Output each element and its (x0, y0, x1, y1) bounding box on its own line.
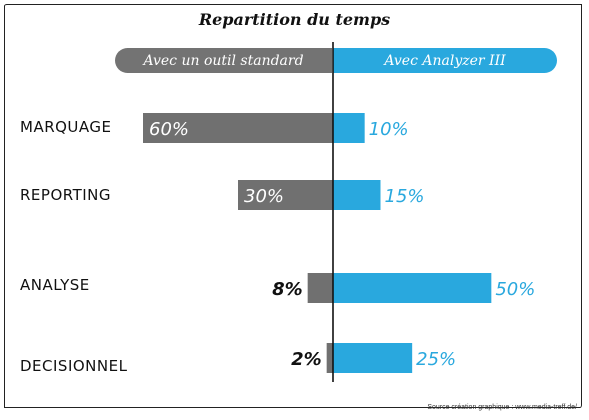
label-standard-analyse: 8% (272, 279, 303, 300)
label-standard-marquage: 60% (149, 119, 189, 140)
bar-standard-decisionnel (326, 343, 333, 373)
label-analyzer-decisionnel: 25% (416, 349, 456, 370)
label-analyzer-analyse: 50% (495, 279, 535, 300)
category-label-analyse: ANALYSE (20, 276, 90, 294)
bar-analyzer-analyse (333, 273, 492, 303)
chart-frame (4, 4, 582, 408)
source-credit: Source création graphique : www.media-tr… (427, 404, 577, 411)
legend-series-standard: Avec un outil standard (115, 48, 332, 73)
bar-analyzer-reporting (333, 180, 381, 210)
label-analyzer-reporting: 15% (385, 186, 425, 207)
bar-analyzer-marquage (333, 113, 365, 143)
bar-standard-analyse (307, 273, 333, 303)
label-standard-reporting: 30% (244, 186, 284, 207)
label-analyzer-marquage: 10% (369, 119, 409, 140)
category-label-reporting: REPORTING (20, 186, 112, 204)
bar-analyzer-decisionnel (333, 343, 413, 373)
label-standard-decisionnel: 2% (291, 349, 322, 370)
legend-series-analyzer: Avec Analyzer III (333, 48, 557, 73)
bar-standard-marquage (143, 113, 333, 143)
category-label-marquage: MARQUAGE (20, 118, 112, 136)
bar-standard-reporting (238, 180, 333, 210)
category-label-decisionnel: DECISIONNEL (20, 357, 128, 375)
chart-title: Repartition du temps (198, 10, 391, 29)
